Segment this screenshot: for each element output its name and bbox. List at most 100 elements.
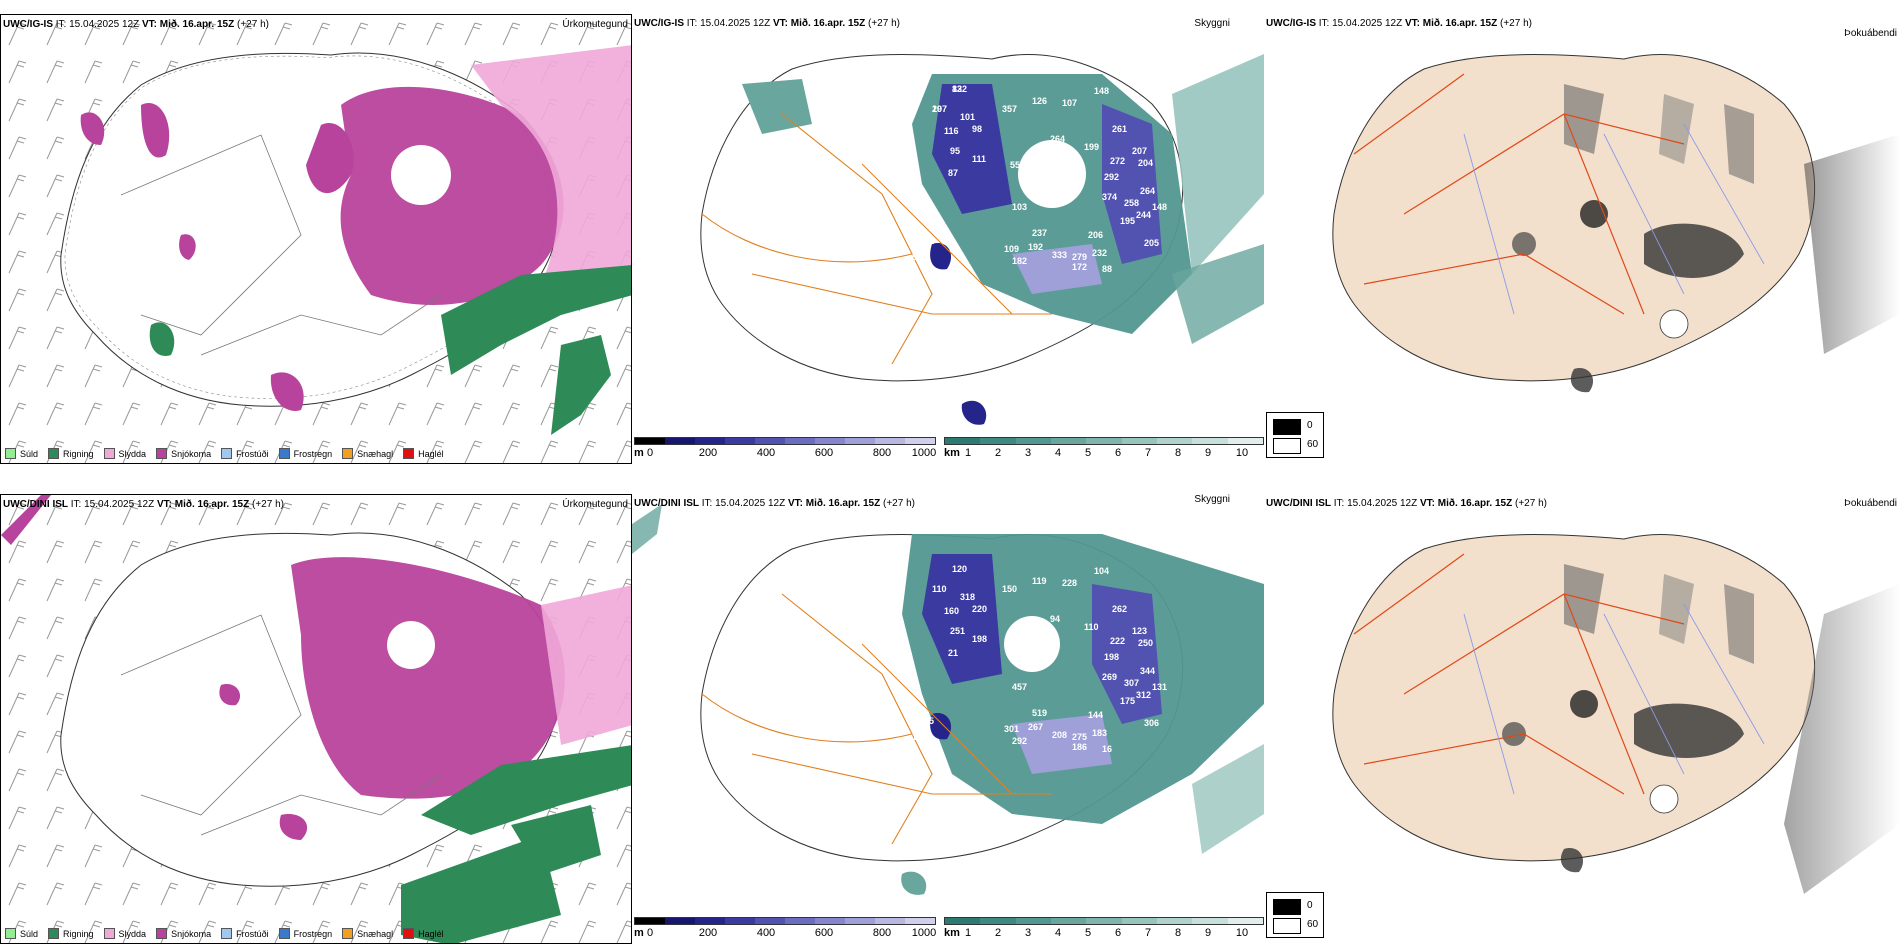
cloud-base-label: 192 — [1028, 242, 1043, 252]
cloud-base-label: 21 — [948, 648, 958, 658]
panel-header: UWC/IG-IS IT: 15.04.2025 12Z VT: Mið. 16… — [634, 18, 900, 29]
colorbar-segment — [1121, 918, 1157, 924]
cloud-base-label: 122 — [952, 84, 967, 94]
cloud-base-label: 199 — [1084, 142, 1099, 152]
cloud-base-label: 357 — [1002, 104, 1017, 114]
legend-swatch — [342, 928, 354, 939]
legend-swatch — [278, 448, 290, 459]
legend-item: Frostregn — [278, 448, 332, 459]
cloud-base-label: 94 — [1050, 614, 1060, 624]
cloud-base-label: 204 — [1138, 158, 1153, 168]
legend-swatch — [278, 928, 290, 939]
colorbar-segment — [1192, 918, 1228, 924]
legend-swatch — [156, 448, 168, 459]
legend-item: Súld — [5, 928, 38, 939]
colorbar-segment — [905, 438, 935, 444]
cloud-base-label: 172 — [1072, 262, 1087, 272]
fog-key-swatch-dark — [1273, 899, 1301, 915]
colorbar-unit: km — [944, 927, 960, 939]
colorbar-segment — [815, 438, 845, 444]
colorbar-segment — [1050, 918, 1087, 924]
cloud-base-label: 251 — [950, 626, 965, 636]
cloud-base-label: 258 — [1124, 198, 1139, 208]
legend-item: Snjókoma — [156, 448, 211, 459]
cloud-base-label: 182 — [1012, 256, 1027, 266]
colorbar-unit: km — [944, 447, 960, 459]
legend-item: Snjókoma — [156, 928, 211, 939]
legend-item: Frostregn — [278, 928, 332, 939]
precip-type-map — [1, 15, 631, 463]
cloud-base-label: 92 — [912, 252, 922, 262]
colorbar-segment — [755, 918, 785, 924]
legend-swatch — [342, 448, 354, 459]
cloud-base-label: 126 — [1032, 96, 1047, 106]
cloud-base-label: 262 — [1112, 604, 1127, 614]
legend-item: Slydda — [103, 448, 146, 459]
cloud-base-label: 374 — [1102, 192, 1117, 202]
cloud-base-label: 83 — [952, 84, 962, 94]
legend-swatch — [156, 928, 168, 939]
precip-type-map — [1, 495, 631, 943]
cloud-base-label: 107 — [932, 104, 947, 114]
colorbar-segment — [905, 918, 935, 924]
colorbar-segment — [635, 918, 665, 924]
fog-key-swatch-light — [1273, 918, 1301, 934]
precip-legend: Súld Rigning Slydda Snjókoma Frostúði Fr… — [5, 928, 454, 939]
cloud-base-label: 519 — [1032, 708, 1047, 718]
fog-key: 0 60 — [1266, 412, 1324, 458]
legend-item: Frostúði — [221, 448, 269, 459]
cloud-base-label: 29 — [932, 104, 942, 114]
panel-title: Skyggni — [1194, 18, 1230, 29]
cloud-base-label: 318 — [960, 592, 975, 602]
colorbar-segment — [875, 438, 905, 444]
colorbar-unit: m — [634, 927, 644, 939]
panel-title: Úrkomutegund — [562, 499, 628, 510]
panel-header: UWC/IG-IS IT: 15.04.2025 12Z VT: Mið. 16… — [1266, 18, 1532, 29]
colorbar-segment — [980, 438, 1016, 444]
cloud-base-label: 98 — [972, 124, 982, 134]
cloud-base-label: 95 — [950, 146, 960, 156]
cloud-base-label: 205 — [1144, 238, 1159, 248]
cloud-base-label: 15 — [924, 716, 934, 726]
legend-swatch — [221, 448, 233, 459]
legend-swatch — [5, 448, 16, 459]
cloud-base-label: 123 — [1132, 626, 1147, 636]
visibility-panel-row2: 120 110 318 160 220 251 198 21 104 150 119 228 94 110… — [632, 494, 1264, 944]
fog-key-swatch-light — [1273, 438, 1301, 454]
colorbar-segment — [875, 918, 905, 924]
cloud-base-label: 232 — [1092, 248, 1107, 258]
colorbar-segment — [1227, 918, 1263, 924]
cloud-base-label: 272 — [1110, 156, 1125, 166]
cloud-base-colorbar: m 0 200 400 600 800 1000 — [634, 437, 936, 461]
colorbar-segment — [665, 438, 695, 444]
cloud-base-label: 101 — [960, 112, 975, 122]
cloud-base-label: 208 — [1052, 730, 1067, 740]
colorbar-segment — [815, 918, 845, 924]
cloud-base-label: 110 — [1084, 622, 1099, 632]
cloud-base-label: 275 — [1072, 732, 1087, 742]
legend-swatch — [5, 928, 16, 939]
legend-item: Haglél — [403, 448, 444, 459]
legend-swatch — [221, 928, 233, 939]
cloud-base-label: 207 — [1132, 146, 1147, 156]
colorbar-segment — [785, 918, 815, 924]
legend-item: Frostúði — [221, 928, 269, 939]
cloud-base-label: 104 — [1094, 566, 1109, 576]
cloud-base-label: 148 — [1152, 202, 1167, 212]
fog-key: 0 60 — [1266, 892, 1324, 938]
cloud-base-label: 88 — [1102, 264, 1112, 274]
legend-item: Haglél — [403, 928, 444, 939]
legend-item: Rigning — [48, 928, 94, 939]
cloud-base-label: 120 — [952, 564, 967, 574]
colorbar-segment — [1015, 438, 1051, 444]
cloud-base-label: 228 — [1062, 578, 1077, 588]
colorbar-segment — [1227, 438, 1263, 444]
cloud-base-label: 103 — [1012, 202, 1027, 212]
cloud-base-label: 160 — [944, 606, 959, 616]
colorbar-segment — [1192, 438, 1228, 444]
cloud-base-label: 195 — [912, 732, 927, 742]
panel-header: UWC/DINI ISL IT: 15.04.2025 12Z VT: Mið.… — [1266, 498, 1547, 509]
cloud-base-label: 237 — [1032, 228, 1047, 238]
